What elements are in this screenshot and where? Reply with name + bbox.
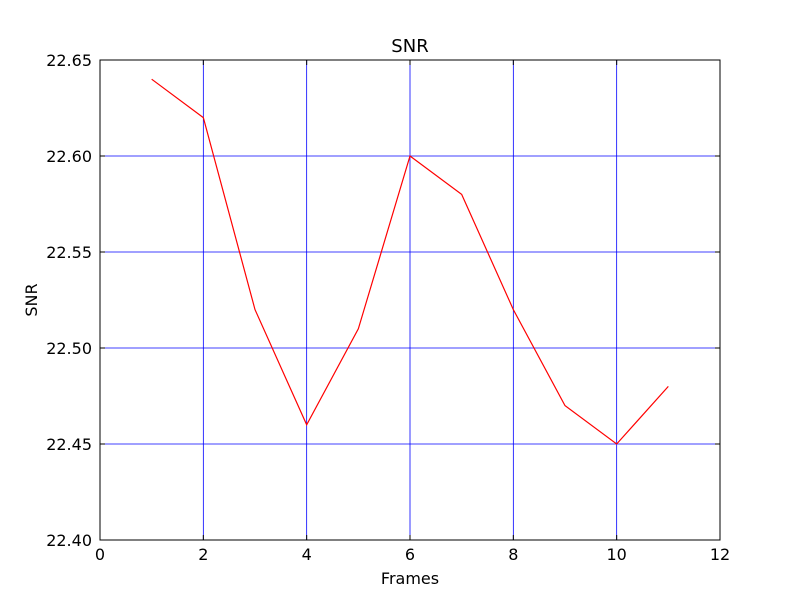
series-layer (151, 78, 669, 445)
x-tick-label: 6 (405, 545, 415, 564)
x-tick-label: 0 (95, 545, 105, 564)
y-tick-label: 22.45 (46, 435, 92, 454)
axis-ticks: 0 2 4 6 8 10 12 22.40 22.45 22.50 22.55 22.60 22.65 (46, 51, 730, 564)
y-tick-label: 22.55 (46, 243, 92, 262)
x-tick-label: 10 (606, 545, 626, 564)
y-axis-label: SNR (22, 283, 41, 316)
x-tick-label: 8 (508, 545, 518, 564)
y-tick-label: 22.65 (46, 51, 92, 70)
y-tick-label: 22.50 (46, 339, 92, 358)
series-line-0 (151, 78, 669, 445)
x-axis-label: Frames (381, 569, 439, 588)
x-tick-label: 2 (198, 545, 208, 564)
y-tick-label: 22.40 (46, 531, 92, 550)
x-tick-label: 4 (302, 545, 312, 564)
x-tick-label: 12 (710, 545, 730, 564)
y-tick-label: 22.60 (46, 147, 92, 166)
chart-title: SNR (391, 36, 428, 57)
